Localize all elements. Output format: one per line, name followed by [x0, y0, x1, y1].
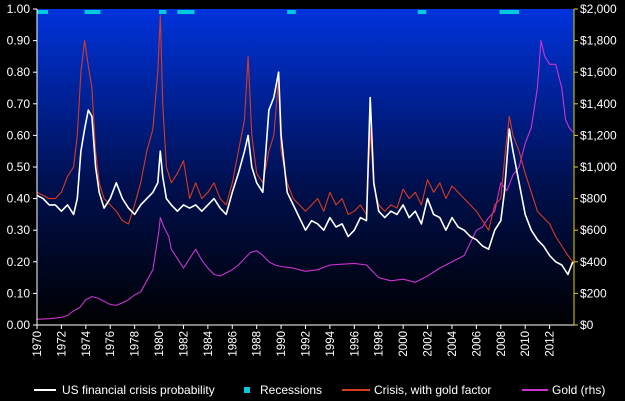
- y-tick-label: 0.20: [7, 255, 31, 269]
- y-tick-label: 0.10: [7, 286, 31, 300]
- legend-swatch-gold: [522, 389, 548, 391]
- recession-marker: [499, 10, 520, 14]
- y-tick-label: 0.80: [7, 65, 31, 79]
- legend-label-recessions: Recessions: [260, 383, 323, 397]
- recession-marker: [287, 10, 296, 14]
- y2-tick-label: $200: [580, 286, 607, 300]
- recession-marker: [177, 10, 195, 14]
- x-tick-label: 1994: [325, 330, 337, 356]
- x-tick-label: 2000: [398, 331, 410, 357]
- recession-marker: [37, 10, 48, 14]
- x-tick-label: 1992: [301, 331, 313, 357]
- x-tick-label: 1970: [32, 331, 44, 357]
- y-tick-label: 1.00: [7, 2, 31, 16]
- x-tick-label: 1974: [81, 330, 93, 356]
- y2-tick-label: $1,400: [580, 97, 617, 111]
- y2-tick-label: $800: [580, 192, 607, 206]
- crisis-probability-line: [37, 71, 574, 276]
- x-tick-label: 1990: [276, 331, 288, 357]
- y2-tick-label: $400: [580, 255, 607, 269]
- y2-tick-label: $1,000: [580, 160, 617, 174]
- y-tick-label: 0.00: [7, 318, 31, 332]
- gold-factor-line: [37, 14, 574, 263]
- x-tick-label: 2008: [496, 331, 508, 357]
- x-tick-label: 2012: [545, 331, 557, 357]
- y2-tick-label: $1,800: [580, 34, 617, 48]
- y-tick-label: 0.50: [7, 160, 31, 174]
- x-tick-label: 1976: [105, 331, 117, 357]
- x-tick-label: 2002: [423, 331, 435, 357]
- legend-label-gold: Gold (rhs): [552, 383, 606, 397]
- y-tick-label: 0.90: [7, 34, 31, 48]
- recession-marker: [417, 10, 427, 14]
- legend-swatch-gold-factor: [342, 389, 370, 391]
- gold-price-line: [37, 40, 574, 320]
- x-tick-label: 1982: [178, 331, 190, 357]
- y-tick-label: 0.60: [7, 128, 31, 142]
- legend-swatch-crisis: [34, 389, 56, 391]
- x-tick-label: 2010: [520, 331, 532, 357]
- recession-marker: [159, 10, 167, 14]
- x-tick-label: 1978: [130, 331, 142, 357]
- plot-area: [37, 9, 574, 325]
- x-tick-label: 1986: [227, 331, 239, 357]
- y2-tick-label: $1,200: [580, 128, 617, 142]
- y-tick-label: 0.40: [7, 192, 31, 206]
- legend-swatch-recessions: [244, 387, 250, 393]
- y2-tick-label: $2,000: [580, 2, 617, 16]
- y2-tick-label: $1,600: [580, 65, 617, 79]
- recession-marker: [84, 10, 101, 14]
- chart: 0.00 0.10 0.20 0.30 0.40 0.50 0.60 0.70 0.80 0.90…: [7, 2, 617, 357]
- y-tick-label: 0.70: [7, 97, 31, 111]
- x-tick-label: 1998: [374, 331, 386, 357]
- legend-label-gold-factor: Crisis, with gold factor: [374, 383, 492, 397]
- x-tick-label: 1984: [203, 330, 215, 356]
- x-tick-label: 1996: [349, 331, 361, 357]
- x-tick-label: 1980: [154, 331, 166, 357]
- y-tick-label: 0.30: [7, 223, 31, 237]
- legend: US financial crisis probability Recessio…: [0, 381, 625, 399]
- x-tick-label: 2006: [471, 331, 483, 357]
- legend-label-crisis: US financial crisis probability: [62, 383, 215, 397]
- x-tick-label: 1972: [56, 331, 68, 357]
- y2-tick-label: $600: [580, 223, 607, 237]
- x-tick-label: 1988: [252, 331, 264, 357]
- y2-tick-label: $0: [580, 318, 594, 332]
- x-tick-label: 2004: [447, 330, 459, 356]
